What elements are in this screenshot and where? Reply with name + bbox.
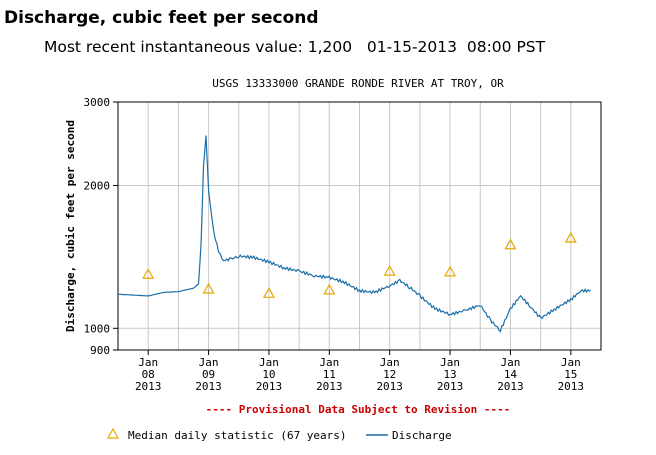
- median-marker: [383, 264, 396, 276]
- x-tick-label: 11: [323, 368, 336, 381]
- x-tick-label: Jan: [561, 356, 581, 369]
- median-marker: [323, 283, 336, 295]
- x-tick-label: 2013: [256, 380, 283, 393]
- recent-label: Most recent instantaneous value:: [44, 38, 303, 56]
- x-tick-label: 15: [564, 368, 577, 381]
- x-tick-label: 2013: [316, 380, 343, 393]
- median-series: [142, 231, 577, 298]
- y-tick-label: 2000: [84, 180, 111, 193]
- legend-discharge-label: Discharge: [392, 429, 452, 442]
- plot-area: [117, 101, 602, 351]
- x-tick-label: Jan: [380, 356, 400, 369]
- x-tick-label: 2013: [437, 380, 464, 393]
- x-tick-label: Jan: [259, 356, 279, 369]
- y-tick-label: 3000: [84, 96, 111, 109]
- x-tick-label: Jan: [138, 356, 158, 369]
- x-tick-label: 09: [202, 368, 215, 381]
- grid-lines: [118, 102, 601, 350]
- y-axis: 3000 2000 1000 900: [84, 96, 118, 357]
- legend-median-marker: [106, 427, 120, 439]
- median-marker: [262, 287, 275, 298]
- legend: Median daily statistic (67 years) Discha…: [106, 427, 452, 442]
- x-tick-label: 08: [142, 368, 155, 381]
- x-tick-label: Jan: [501, 356, 521, 369]
- x-tick-label: 10: [262, 368, 275, 381]
- page-title: Discharge, cubic feet per second: [4, 8, 319, 28]
- recent-time: 08:00 PST: [466, 38, 546, 56]
- x-tick-label: 2013: [558, 380, 585, 393]
- x-tick-label: 12: [383, 368, 396, 381]
- x-tick-label: Jan: [319, 356, 339, 369]
- x-tick-label: 14: [504, 368, 518, 381]
- median-marker: [444, 265, 457, 277]
- recent-date: 01-15-2013: [366, 38, 457, 56]
- legend-median-label: Median daily statistic (67 years): [128, 429, 347, 442]
- x-axis: Jan082013Jan092013Jan102013Jan112013Jan1…: [135, 350, 584, 393]
- x-tick-label: 13: [443, 368, 456, 381]
- x-tick-label: 2013: [195, 380, 222, 393]
- median-marker: [564, 231, 577, 243]
- median-marker: [142, 268, 155, 279]
- provisional-note: ---- Provisional Data Subject to Revisio…: [206, 403, 511, 416]
- y-tick-label: 900: [90, 344, 110, 357]
- median-marker: [504, 238, 517, 250]
- discharge-series-line: [117, 135, 592, 333]
- recent-value: 1,200: [307, 38, 353, 56]
- y-axis-label: Discharge, cubic feet per second: [64, 120, 77, 332]
- y-tick-label: 1000: [84, 322, 111, 335]
- chart-title: USGS 13333000 GRANDE RONDE RIVER AT TROY…: [212, 77, 504, 90]
- x-tick-label: 2013: [135, 380, 162, 393]
- x-tick-label: Jan: [199, 356, 219, 369]
- x-tick-label: 2013: [376, 380, 403, 393]
- x-tick-label: 2013: [497, 380, 524, 393]
- x-tick-label: Jan: [440, 356, 460, 369]
- recent-value-line: Most recent instantaneous value: 1,200 0…: [44, 38, 545, 56]
- median-marker: [202, 282, 215, 294]
